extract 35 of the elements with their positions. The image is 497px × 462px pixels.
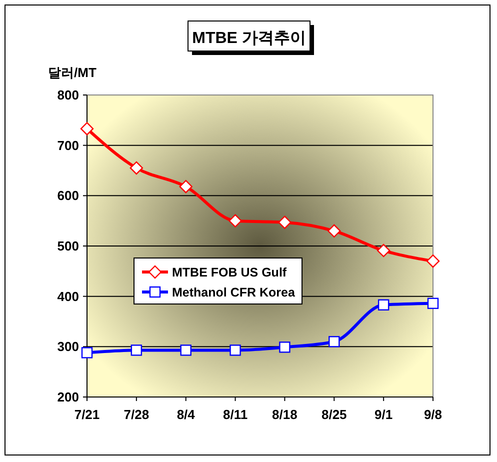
point [278, 216, 292, 229]
point [80, 122, 94, 136]
x-tick-label: 7/28 [124, 407, 150, 422]
point [130, 161, 144, 175]
point [228, 214, 242, 228]
x-tick-label: 7/21 [74, 407, 100, 422]
x-tick-label: 9/8 [424, 407, 442, 422]
x-tick-label: 8/11 [222, 407, 248, 422]
x-tick-label: 8/25 [321, 407, 347, 422]
point [180, 344, 192, 356]
point [427, 298, 439, 309]
chart-title: MTBE 가격추이 [192, 30, 306, 47]
point [230, 344, 241, 356]
point [426, 254, 440, 268]
y-tick-label: 500 [57, 238, 79, 254]
legend-label: MTBE FOB US Gulf [172, 266, 288, 280]
y-tick-label: 800 [57, 88, 79, 102]
y-tick-label: 200 [57, 390, 79, 404]
point [81, 347, 93, 358]
point [328, 224, 341, 238]
point [279, 342, 290, 353]
x-tick-label: 8/4 [176, 407, 196, 422]
y-tick-label: 300 [57, 339, 79, 354]
y-axis-title: 달러/MT [48, 65, 96, 80]
point [328, 336, 340, 348]
legend-label: Methanol CFR Korea [172, 286, 296, 300]
point [130, 344, 142, 356]
point [179, 180, 192, 194]
y-tick-label: 400 [57, 288, 79, 304]
x-tick-label: 9/1 [374, 407, 393, 422]
x-tick-label: 8/18 [272, 407, 298, 422]
y-tick-label: 700 [57, 138, 79, 153]
point [378, 299, 390, 310]
point [376, 244, 390, 258]
y-tick-label: 600 [57, 188, 79, 204]
